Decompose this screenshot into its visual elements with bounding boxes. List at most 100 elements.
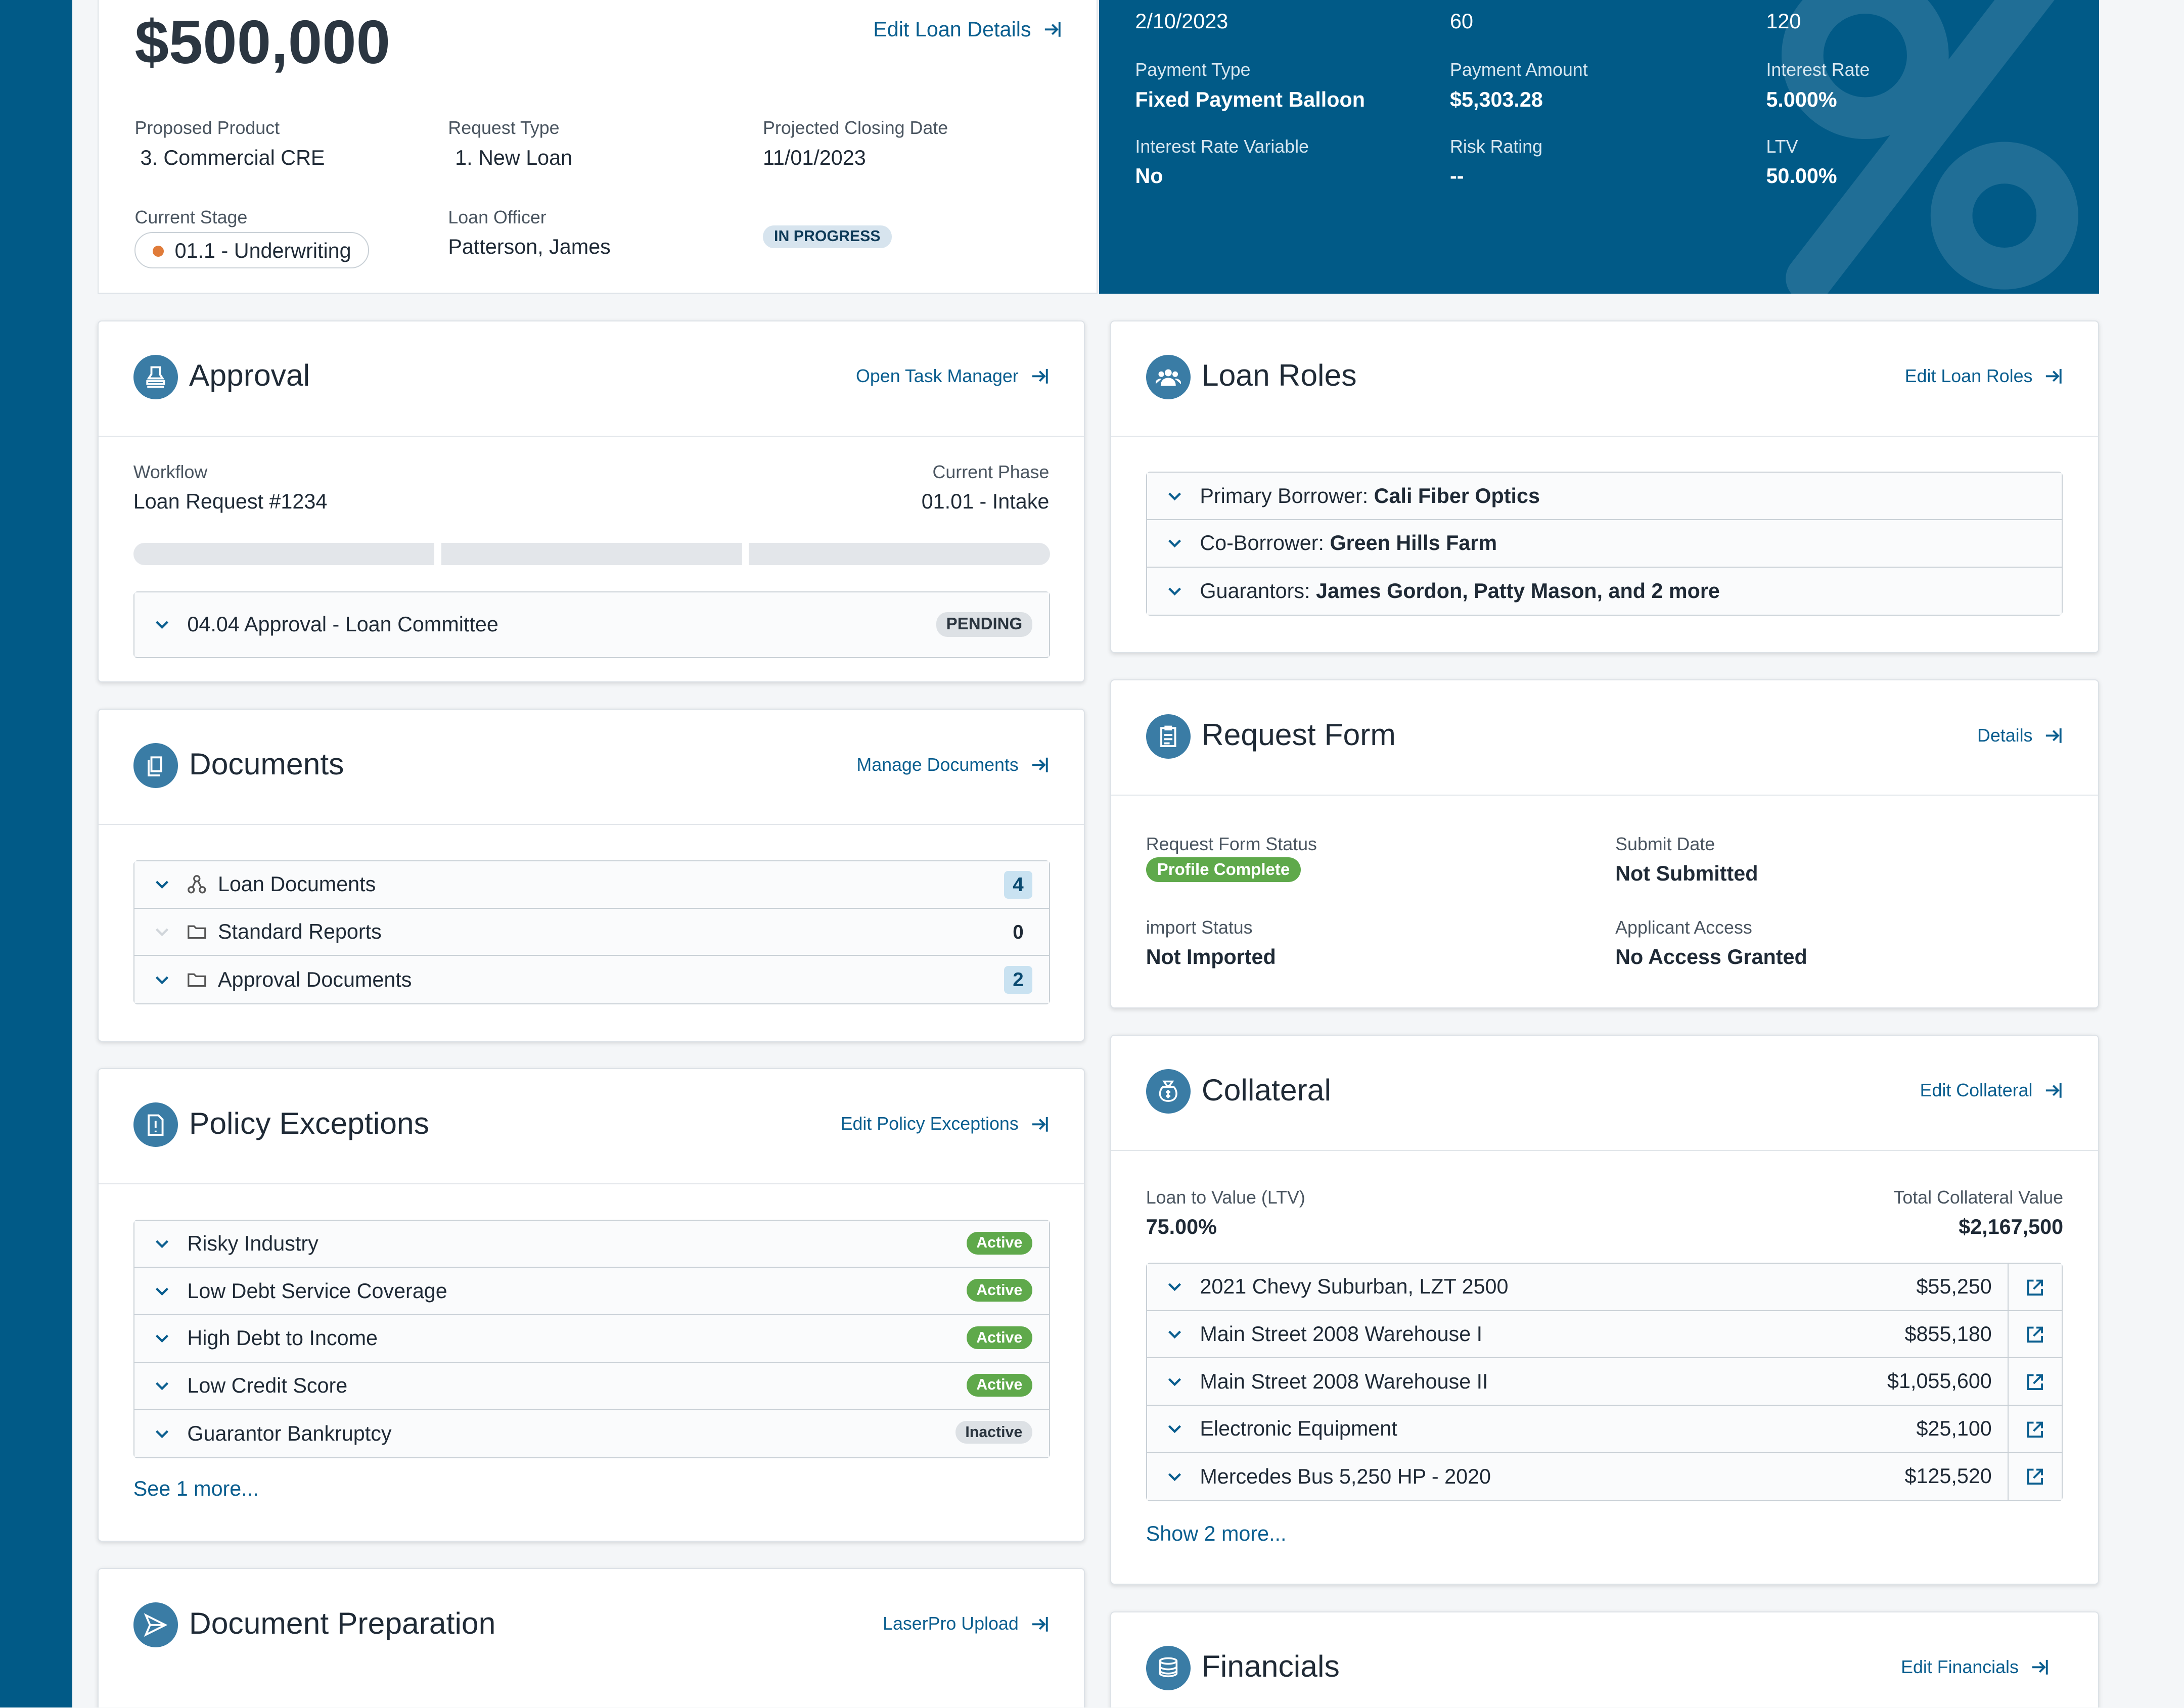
- loan-role-row[interactable]: Co-Borrower: Green Hills Farm: [1147, 520, 2062, 568]
- proposed-product-label: Proposed Product: [134, 118, 280, 139]
- policy-exceptions-card: Policy Exceptions Edit Policy Exceptions…: [97, 1068, 1085, 1542]
- manage-documents-link[interactable]: Manage Documents: [856, 755, 1049, 775]
- collateral-card: Collateral Edit Collateral Loan to Value…: [1110, 1035, 2099, 1585]
- document-folder-row[interactable]: Loan Documents 4: [134, 861, 1049, 909]
- collateral-row[interactable]: Electronic Equipment $25,100: [1147, 1406, 2062, 1453]
- open-external-button[interactable]: [2007, 1358, 2062, 1406]
- open-external-button[interactable]: [2007, 1264, 2062, 1311]
- chevron-down-icon[interactable]: [1166, 1373, 1183, 1390]
- phase-progress-segment-2: [441, 542, 742, 565]
- stage-dot-icon: [152, 246, 164, 257]
- request-form-header: Request Form Details: [1111, 680, 2098, 796]
- edit-policy-exceptions-link[interactable]: Edit Policy Exceptions: [841, 1114, 1050, 1134]
- documents-header: Documents Manage Documents: [98, 710, 1084, 825]
- chevron-down-icon[interactable]: [1166, 1326, 1183, 1343]
- folder-label: Approval Documents: [217, 967, 412, 991]
- rate-variable-label: Interest Rate Variable: [1135, 136, 1309, 157]
- exception-status-badge: Active: [967, 1373, 1032, 1397]
- clipboard-icon: [1146, 714, 1191, 759]
- exception-status-badge: Inactive: [956, 1421, 1032, 1444]
- policy-exceptions-title: Policy Exceptions: [189, 1105, 429, 1140]
- see-more-link[interactable]: See 1 more...: [133, 1477, 259, 1501]
- open-external-button[interactable]: [2007, 1453, 2062, 1501]
- chevron-down-icon[interactable]: [154, 972, 170, 988]
- loan-officer-value: Patterson, James: [448, 235, 611, 258]
- arrow-in-icon: [1032, 1617, 1048, 1632]
- document-count-badge: 2: [1004, 965, 1032, 994]
- chevron-down-icon[interactable]: [154, 1377, 170, 1394]
- applicant-access-value: No Access Granted: [1615, 945, 1807, 968]
- arrow-in-icon: [2046, 368, 2062, 384]
- collateral-value: $25,100: [1916, 1417, 1992, 1441]
- policy-exception-row[interactable]: Risky Industry Active: [134, 1220, 1049, 1268]
- current-stage-value: 01.1 - Underwriting: [174, 239, 351, 263]
- request-form-details-link[interactable]: Details: [1977, 725, 2063, 746]
- workflow-label: Workflow: [133, 461, 208, 482]
- policy-exception-row[interactable]: Guarantor Bankruptcy Inactive: [134, 1410, 1049, 1458]
- edit-loan-roles-label: Edit Loan Roles: [1904, 365, 2033, 386]
- chevron-down-icon[interactable]: [154, 1330, 170, 1347]
- loan-role-row[interactable]: Primary Borrower: Cali Fiber Optics: [1147, 473, 2062, 520]
- document-folder-row[interactable]: Approval Documents 2: [134, 956, 1049, 1003]
- term-start-date: 2/10/2023: [1135, 10, 1228, 33]
- policy-exception-row[interactable]: Low Credit Score Active: [134, 1362, 1049, 1410]
- arrow-in-icon: [1032, 1117, 1048, 1132]
- show-more-link[interactable]: Show 2 more...: [1146, 1521, 1287, 1545]
- chevron-down-icon[interactable]: [1166, 1468, 1183, 1485]
- chevron-down-icon[interactable]: [154, 616, 170, 633]
- open-external-button[interactable]: [2007, 1406, 2062, 1453]
- policy-exception-row[interactable]: High Debt to Income Active: [134, 1315, 1049, 1363]
- chevron-down-icon[interactable]: [154, 1425, 170, 1442]
- submit-date-label: Submit Date: [1615, 834, 1715, 854]
- current-stage-pill[interactable]: 01.1 - Underwriting: [134, 232, 369, 268]
- collateral-label: Main Street 2008 Warehouse II: [1200, 1369, 1488, 1393]
- edit-financials-link[interactable]: Edit Financials: [1901, 1657, 2049, 1678]
- loan-roles-list: Primary Borrower: Cali Fiber Optics Co-B…: [1146, 472, 2063, 616]
- submit-date-value: Not Submitted: [1615, 861, 1758, 885]
- edit-loan-details-link[interactable]: Edit Loan Details: [873, 18, 1062, 41]
- chevron-down-icon[interactable]: [154, 876, 170, 893]
- risk-rating-label: Risk Rating: [1450, 136, 1543, 157]
- request-form-card: Request Form Details Request Form Status…: [1110, 679, 2099, 1008]
- folder-icon: [188, 925, 206, 939]
- collateral-row[interactable]: Main Street 2008 Warehouse II $1,055,600: [1147, 1358, 2062, 1406]
- approval-header: Approval Open Task Manager: [98, 321, 1084, 437]
- payment-amount-value: $5,303.28: [1450, 87, 1543, 111]
- folder-icon: [188, 973, 206, 987]
- ltv-value: 50.00%: [1766, 164, 1837, 188]
- open-external-button[interactable]: [2007, 1311, 2062, 1359]
- folder-label: Standard Reports: [217, 919, 382, 943]
- loan-role-row[interactable]: Guarantors: James Gordon, Patty Mason, a…: [1147, 567, 2062, 615]
- approval-item-row[interactable]: 04.04 Approval - Loan Committee PENDING: [134, 592, 1049, 657]
- chevron-down-icon[interactable]: [1166, 535, 1183, 551]
- collateral-row[interactable]: Mercedes Bus 5,250 HP - 2020 $125,520: [1147, 1453, 2062, 1501]
- loan-roles-title: Loan Roles: [1201, 358, 1357, 393]
- payment-amount-label: Payment Amount: [1450, 60, 1588, 80]
- open-task-manager-link[interactable]: Open Task Manager: [856, 366, 1049, 387]
- edit-collateral-link[interactable]: Edit Collateral: [1920, 1080, 2063, 1101]
- exception-label: Guarantor Bankruptcy: [187, 1421, 392, 1445]
- chevron-down-icon[interactable]: [1166, 1278, 1183, 1295]
- payment-type-label: Payment Type: [1135, 60, 1251, 80]
- exception-label: Risky Industry: [187, 1232, 318, 1256]
- chevron-down-icon[interactable]: [1166, 583, 1183, 599]
- approval-card: Approval Open Task Manager Workflow Loan…: [97, 320, 1085, 682]
- chevron-down-icon[interactable]: [154, 1235, 170, 1252]
- chevron-down-icon[interactable]: [1166, 488, 1183, 504]
- edit-loan-roles-link[interactable]: Edit Loan Roles: [1905, 366, 2063, 387]
- collateral-row[interactable]: Main Street 2008 Warehouse I $855,180: [1147, 1311, 2062, 1359]
- collateral-value: $1,055,600: [1887, 1369, 1992, 1393]
- documents-card: Documents Manage Documents Loan Document…: [97, 709, 1085, 1042]
- chevron-down-icon[interactable]: [1166, 1420, 1183, 1437]
- applicant-access-label: Applicant Access: [1615, 917, 1752, 938]
- document-folder-row[interactable]: Standard Reports 0: [134, 908, 1049, 956]
- document-alert-icon: [133, 1102, 178, 1147]
- chevron-down-icon[interactable]: [154, 1283, 170, 1300]
- proposed-product-value: 3. Commercial CRE: [140, 146, 325, 169]
- approval-item-list: 04.04 Approval - Loan Committee PENDING: [133, 591, 1050, 659]
- laserpro-upload-link[interactable]: LaserPro Upload: [883, 1613, 1049, 1634]
- collateral-row[interactable]: 2021 Chevy Suburban, LZT 2500 $55,250: [1147, 1264, 2062, 1311]
- policy-exception-row[interactable]: Low Debt Service Coverage Active: [134, 1268, 1049, 1316]
- financials-card: Financials Edit Financials: [1110, 1611, 2099, 1707]
- exception-label: Low Credit Score: [187, 1374, 348, 1398]
